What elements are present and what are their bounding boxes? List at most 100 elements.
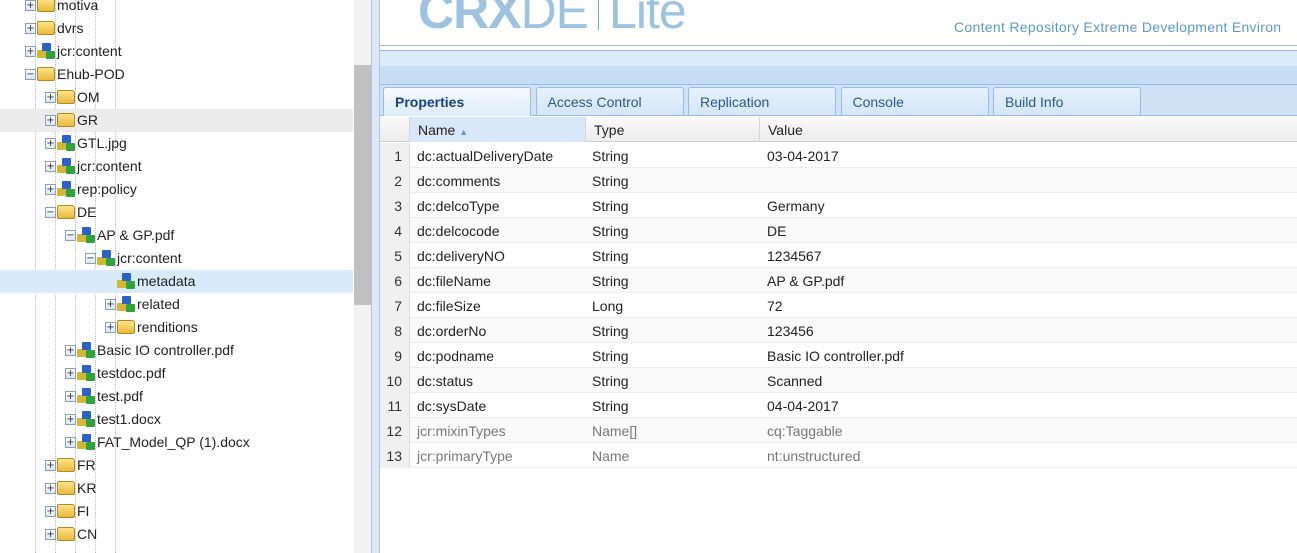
panel-splitter[interactable] xyxy=(371,0,380,553)
tree-item[interactable]: − Ehub-POD xyxy=(0,63,353,86)
expand-icon[interactable]: + xyxy=(45,115,56,126)
table-row[interactable]: 8 dc:orderNo String 123456 xyxy=(380,318,1297,343)
expand-icon[interactable]: + xyxy=(65,391,76,402)
table-row[interactable]: 11 dc:sysDate String 04-04-2017 xyxy=(380,393,1297,418)
expand-icon[interactable]: + xyxy=(45,161,56,172)
tab-replication[interactable]: Replication xyxy=(688,87,836,115)
table-row[interactable]: 1 dc:actualDeliveryDate String 03-04-2017 xyxy=(380,143,1297,168)
table-row[interactable]: 10 dc:status String Scanned xyxy=(380,368,1297,393)
tree-item[interactable]: + KR xyxy=(0,477,353,500)
collapse-icon[interactable]: − xyxy=(85,253,96,264)
tree-item[interactable]: + dvrs xyxy=(0,17,353,40)
tree-item-label: GTL.jpg xyxy=(77,135,127,151)
tree-item[interactable]: metadata xyxy=(0,270,353,293)
tree-item[interactable]: + testdoc.pdf xyxy=(0,362,353,385)
tree-item[interactable]: + GR xyxy=(0,109,353,132)
cell-value[interactable]: DE xyxy=(767,223,787,239)
tree-item[interactable]: + FI xyxy=(0,500,353,523)
tree-item[interactable]: + test.pdf xyxy=(0,385,353,408)
folder-icon xyxy=(57,458,75,472)
expand-icon[interactable]: + xyxy=(65,368,76,379)
node-icon xyxy=(117,296,135,312)
expand-icon[interactable]: + xyxy=(45,184,56,195)
collapse-icon[interactable]: − xyxy=(25,69,36,80)
collapse-icon[interactable]: − xyxy=(65,230,76,241)
expand-icon[interactable]: + xyxy=(25,23,36,34)
cell-value[interactable]: nt:unstructured xyxy=(767,448,861,464)
expand-icon[interactable]: + xyxy=(45,92,56,103)
tree-item[interactable]: − DE xyxy=(0,201,353,224)
tree-item[interactable]: + motiva xyxy=(0,0,353,17)
tab-console[interactable]: Console xyxy=(840,87,989,115)
expand-icon[interactable]: + xyxy=(45,529,56,540)
table-row[interactable]: 7 dc:fileSize Long 72 xyxy=(380,293,1297,318)
expand-icon[interactable]: + xyxy=(65,437,76,448)
table-row[interactable]: 4 dc:delcocode String DE xyxy=(380,218,1297,243)
column-header-name[interactable]: Name ▲ xyxy=(410,117,586,142)
tree-item[interactable]: + jcr:content xyxy=(0,40,353,63)
tab-properties[interactable]: Properties xyxy=(383,87,531,116)
cell-value[interactable]: 04-04-2017 xyxy=(767,398,839,414)
expand-icon[interactable]: + xyxy=(45,506,56,517)
row-number: 12 xyxy=(380,418,410,443)
cell-name: dc:fileSize xyxy=(417,298,481,314)
row-number: 5 xyxy=(380,243,410,268)
cell-value[interactable]: cq:Taggable xyxy=(767,423,843,439)
expand-icon[interactable]: + xyxy=(25,0,36,11)
tree-item[interactable]: + Basic IO controller.pdf xyxy=(0,339,353,362)
repository-tree: + motiva + dvrs + jcr:content − Ehub-POD + OM + GR +… xyxy=(0,0,353,553)
tree-item[interactable]: − jcr:content xyxy=(0,247,353,270)
cell-value[interactable]: 123456 xyxy=(767,323,814,339)
table-row[interactable]: 6 dc:fileName String AP & GP.pdf xyxy=(380,268,1297,293)
tree-item[interactable]: + FAT_Model_QP (1).docx xyxy=(0,431,353,454)
expand-icon[interactable]: + xyxy=(25,46,36,57)
tree-item-label: testdoc.pdf xyxy=(97,365,166,381)
cell-value[interactable]: 03-04-2017 xyxy=(767,148,839,164)
expand-icon[interactable]: + xyxy=(45,483,56,494)
expand-icon[interactable]: + xyxy=(45,460,56,471)
tree-item[interactable]: + CN xyxy=(0,523,353,546)
table-row[interactable]: 3 dc:delcoType String Germany xyxy=(380,193,1297,218)
tree-scrollbar[interactable] xyxy=(354,0,371,553)
tree-item[interactable]: + jcr:content xyxy=(0,155,353,178)
node-icon xyxy=(77,411,95,427)
tree-item[interactable]: + renditions xyxy=(0,316,353,339)
table-row[interactable]: 12 jcr:mixinTypes Name[] cq:Taggable xyxy=(380,418,1297,443)
tree-item[interactable]: + GTL.jpg xyxy=(0,132,353,155)
tree-item[interactable]: + rep:policy xyxy=(0,178,353,201)
cell-name: dc:orderNo xyxy=(417,323,487,339)
column-header-value[interactable]: Value xyxy=(768,122,803,138)
tree-item[interactable]: + FR xyxy=(0,454,353,477)
row-number: 4 xyxy=(380,218,410,243)
cell-value[interactable]: Basic IO controller.pdf xyxy=(767,348,904,364)
cell-value[interactable]: 1234567 xyxy=(767,248,822,264)
tree-item-label: AP & GP.pdf xyxy=(97,227,175,243)
tree-item[interactable]: + test1.docx xyxy=(0,408,353,431)
expand-icon[interactable]: + xyxy=(65,414,76,425)
expand-icon[interactable]: + xyxy=(65,345,76,356)
cell-type: String xyxy=(592,348,629,364)
column-header-type[interactable]: Type xyxy=(586,117,760,142)
cell-value[interactable]: Scanned xyxy=(767,373,823,389)
cell-value[interactable]: AP & GP.pdf xyxy=(767,273,845,289)
row-number: 6 xyxy=(380,268,410,293)
tab-build-info[interactable]: Build Info xyxy=(993,87,1141,115)
table-row[interactable]: 13 jcr:primaryType Name nt:unstructured xyxy=(380,443,1297,468)
tree-item[interactable]: − AP & GP.pdf xyxy=(0,224,353,247)
tagline: Content Repository Extreme Development E… xyxy=(954,19,1282,35)
scrollbar-thumb[interactable] xyxy=(354,65,371,305)
collapse-icon[interactable]: − xyxy=(45,207,56,218)
toolbar xyxy=(380,50,1297,85)
tree-item[interactable]: + related xyxy=(0,293,353,316)
expand-icon[interactable]: + xyxy=(45,138,56,149)
table-row[interactable]: 9 dc:podname String Basic IO controller.pdf xyxy=(380,343,1297,368)
expand-icon[interactable]: + xyxy=(105,322,116,333)
table-row[interactable]: 5 dc:deliveryNO String 1234567 xyxy=(380,243,1297,268)
tree-item-label: OM xyxy=(77,89,100,105)
tab-access-control[interactable]: Access Control xyxy=(535,87,684,115)
cell-value[interactable]: 72 xyxy=(767,298,783,314)
table-row[interactable]: 2 dc:comments String xyxy=(380,168,1297,193)
expand-icon[interactable]: + xyxy=(105,299,116,310)
cell-value[interactable]: Germany xyxy=(767,198,825,214)
tree-item[interactable]: + OM xyxy=(0,86,353,109)
